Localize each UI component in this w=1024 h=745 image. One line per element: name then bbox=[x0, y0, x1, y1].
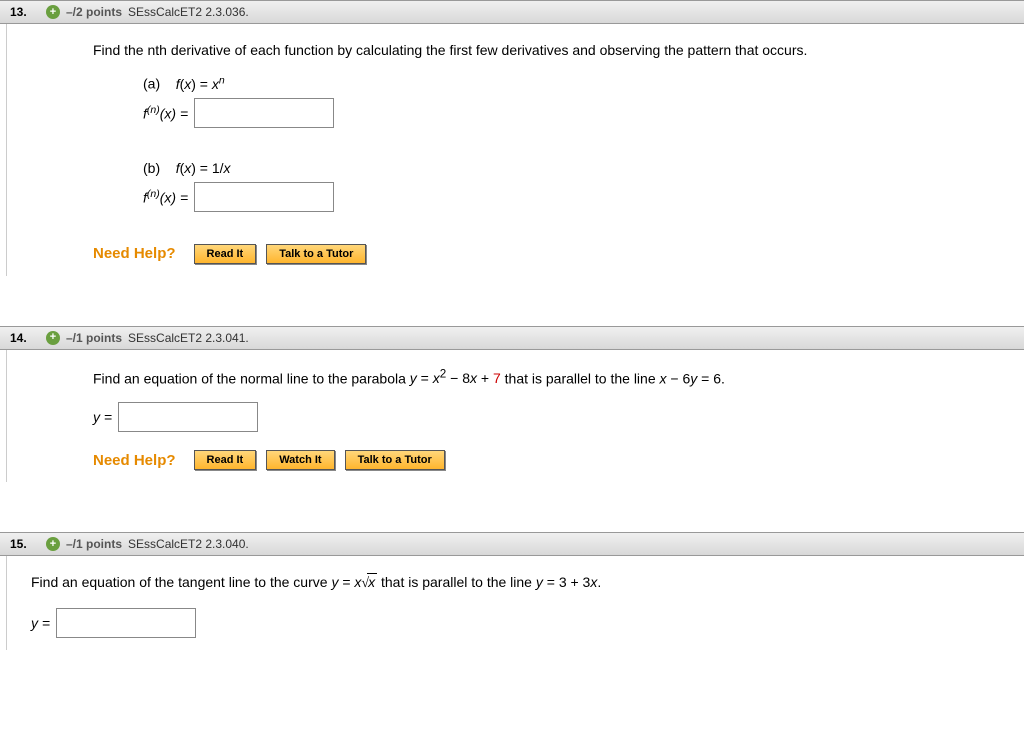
talk-tutor-button[interactable]: Talk to a Tutor bbox=[345, 450, 445, 470]
part-a-answer-row: f(n)(x) = bbox=[143, 98, 1014, 128]
expand-icon[interactable]: + bbox=[46, 5, 60, 19]
part-b: (b) f(x) = 1/x f(n)(x) = bbox=[143, 160, 1014, 212]
question-14: 14. + –/1 points SEssCalcET2 2.3.041. Fi… bbox=[0, 326, 1024, 483]
deriv-label-a: f(n)(x) = bbox=[143, 104, 188, 122]
read-it-button[interactable]: Read It bbox=[194, 450, 257, 470]
read-it-button[interactable]: Read It bbox=[194, 244, 257, 264]
part-a: (a) f(x) = xn f(n)(x) = bbox=[143, 74, 1014, 128]
question-header: 13. + –/2 points SEssCalcET2 2.3.036. bbox=[0, 0, 1024, 24]
answer-input-15[interactable] bbox=[56, 608, 196, 638]
source-label: SEssCalcET2 2.3.040. bbox=[128, 537, 249, 551]
answer-label-15: y = bbox=[31, 615, 50, 631]
question-prompt: Find an equation of the tangent line to … bbox=[31, 574, 1014, 592]
part-b-answer-row: f(n)(x) = bbox=[143, 182, 1014, 212]
question-15: 15. + –/1 points SEssCalcET2 2.3.040. Fi… bbox=[0, 532, 1024, 650]
answer-input-13a[interactable] bbox=[194, 98, 334, 128]
source-label: SEssCalcET2 2.3.041. bbox=[128, 331, 249, 345]
points-label: –/2 points bbox=[66, 5, 122, 19]
question-number: 13. bbox=[10, 5, 34, 19]
talk-tutor-button[interactable]: Talk to a Tutor bbox=[266, 244, 366, 264]
watch-it-button[interactable]: Watch It bbox=[266, 450, 334, 470]
expand-icon[interactable]: + bbox=[46, 537, 60, 551]
need-help-label: Need Help? bbox=[93, 452, 176, 469]
answer-row-14: y = bbox=[93, 402, 1014, 432]
answer-label-14: y = bbox=[93, 409, 112, 425]
question-header: 14. + –/1 points SEssCalcET2 2.3.041. bbox=[0, 326, 1024, 350]
points-label: –/1 points bbox=[66, 331, 122, 345]
answer-row-15: y = bbox=[31, 608, 1014, 638]
source-label: SEssCalcET2 2.3.036. bbox=[128, 5, 249, 19]
question-prompt: Find the nth derivative of each function… bbox=[93, 42, 1014, 58]
deriv-label-b: f(n)(x) = bbox=[143, 188, 188, 206]
answer-input-14[interactable] bbox=[118, 402, 258, 432]
question-header: 15. + –/1 points SEssCalcET2 2.3.040. bbox=[0, 532, 1024, 556]
question-number: 15. bbox=[10, 537, 34, 551]
help-row: Need Help? Read It Talk to a Tutor bbox=[93, 244, 1014, 264]
need-help-label: Need Help? bbox=[93, 245, 176, 262]
question-body: Find an equation of the normal line to t… bbox=[6, 350, 1024, 483]
help-row: Need Help? Read It Watch It Talk to a Tu… bbox=[93, 450, 1014, 470]
question-body: Find the nth derivative of each function… bbox=[6, 24, 1024, 276]
expand-icon[interactable]: + bbox=[46, 331, 60, 345]
question-number: 14. bbox=[10, 331, 34, 345]
question-13: 13. + –/2 points SEssCalcET2 2.3.036. Fi… bbox=[0, 0, 1024, 276]
part-b-label: (b) f(x) = 1/x bbox=[143, 160, 1014, 176]
question-body: Find an equation of the tangent line to … bbox=[6, 556, 1024, 650]
answer-input-13b[interactable] bbox=[194, 182, 334, 212]
points-label: –/1 points bbox=[66, 537, 122, 551]
part-a-label: (a) f(x) = xn bbox=[143, 74, 1014, 92]
question-prompt: Find an equation of the normal line to t… bbox=[93, 368, 1014, 387]
